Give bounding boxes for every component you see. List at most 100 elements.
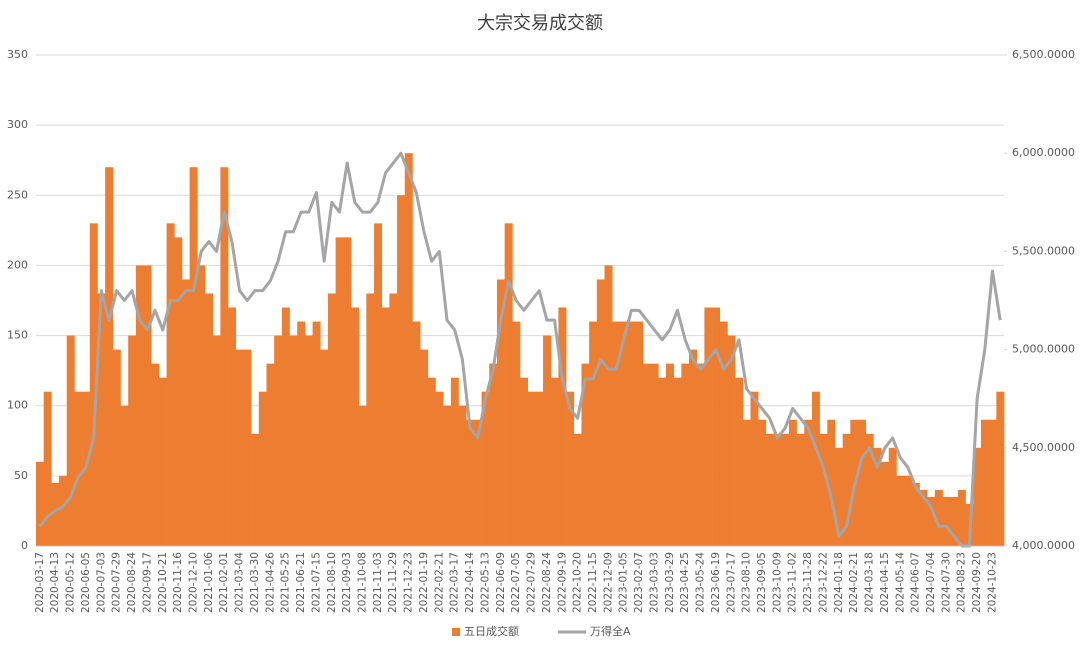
bar (128, 335, 137, 546)
bar (450, 377, 459, 546)
bar (911, 482, 920, 546)
bar (251, 433, 260, 546)
x-tick-label: 2024-07-04 (925, 552, 937, 613)
bar (673, 377, 682, 546)
x-tick-label: 2021-01-06 (203, 552, 215, 613)
x-tick-label: 2022-06-09 (495, 552, 507, 613)
x-tick-label: 2022-08-24 (541, 552, 553, 613)
bar (973, 447, 982, 546)
x-tick-label: 2021-12-23 (403, 552, 415, 613)
x-tick-label: 2024-01-18 (833, 552, 845, 613)
y2-tick-label: 6,000.0000 (1012, 146, 1075, 159)
x-tick-label: 2020-06-05 (80, 552, 92, 613)
bar (266, 363, 275, 546)
bar (804, 419, 813, 546)
bar (942, 496, 951, 546)
bar (473, 419, 482, 546)
x-tick-label: 2024-06-07 (910, 552, 922, 613)
x-tick-label: 2024-03-18 (864, 552, 876, 613)
bar (658, 377, 667, 546)
bar (350, 307, 359, 546)
x-tick-label: 2020-04-13 (49, 552, 61, 613)
x-tick-label: 2023-06-19 (710, 552, 722, 613)
bar (174, 237, 183, 546)
y-tick-label: 100 (7, 399, 28, 412)
bar (381, 307, 390, 546)
bar (366, 293, 375, 546)
x-tick-label: 2023-02-07 (633, 552, 645, 613)
x-tick-label: 2022-10-20 (572, 552, 584, 613)
x-tick-label: 2020-09-17 (141, 552, 153, 613)
x-tick-label: 2022-12-09 (602, 552, 614, 613)
bar (258, 391, 267, 546)
bar (458, 405, 467, 546)
bar (650, 363, 659, 546)
x-tick-label: 2021-03-30 (249, 552, 261, 613)
bar (689, 349, 697, 546)
x-tick-label: 2021-08-10 (326, 552, 338, 613)
bar (781, 433, 790, 546)
x-tick-label: 2021-03-04 (234, 552, 246, 613)
bar (274, 335, 283, 546)
bar (443, 405, 452, 546)
bar (343, 237, 352, 546)
x-tick-label: 2024-02-21 (848, 552, 860, 613)
y2-tick-label: 6,500.0000 (1012, 48, 1075, 61)
y-tick-label: 0 (21, 539, 28, 552)
bar (235, 349, 244, 546)
line (38, 151, 1002, 548)
bar (304, 335, 313, 546)
bar (320, 349, 329, 546)
bar (427, 377, 436, 546)
x-tick-label: 2020-08-24 (126, 552, 138, 613)
bar (750, 391, 759, 546)
x-tick-label: 2024-07-30 (940, 552, 952, 613)
x-tick-label: 2021-10-08 (357, 552, 369, 613)
legend-swatch (452, 628, 460, 636)
x-tick-label: 2023-07-17 (725, 552, 737, 613)
x-tick-label: 2020-03-17 (34, 552, 46, 613)
bar (681, 363, 690, 546)
bar (43, 391, 52, 546)
bar (143, 265, 152, 546)
bar (404, 153, 413, 546)
bar (950, 496, 959, 546)
bar (604, 265, 613, 546)
bar (819, 433, 828, 546)
x-tick-label: 2023-12-22 (817, 552, 829, 613)
bar (573, 433, 582, 546)
bar (412, 321, 421, 546)
bar (888, 447, 897, 546)
bar (312, 321, 321, 546)
bar (934, 489, 943, 546)
x-tick-label: 2023-04-25 (679, 552, 691, 613)
y-tick-label: 150 (7, 329, 28, 342)
bar (712, 307, 721, 546)
bar (397, 195, 406, 547)
x-tick-label: 2020-11-16 (172, 552, 184, 613)
bar (389, 293, 398, 546)
bar (105, 167, 114, 546)
bar (481, 391, 490, 546)
bar (550, 377, 559, 546)
bar (374, 223, 383, 547)
bar (166, 223, 175, 547)
x-tick-label: 2022-02-21 (433, 552, 445, 613)
x-tick-label: 2023-03-03 (648, 552, 660, 613)
bar (120, 405, 129, 546)
bar (543, 335, 552, 546)
bar (788, 419, 797, 546)
bar (89, 223, 98, 547)
bar (51, 482, 60, 546)
x-tick-label: 2021-09-03 (341, 552, 353, 613)
x-tick-label: 2021-07-15 (310, 552, 322, 613)
bar (358, 405, 367, 546)
bar (581, 363, 590, 546)
bar (504, 223, 513, 547)
x-tick-label: 2022-04-14 (464, 552, 476, 613)
chart-title: 大宗交易成交额 (477, 13, 603, 34)
bar (496, 279, 505, 546)
legend-label: 五日成交额 (464, 624, 519, 638)
bar (466, 419, 475, 546)
bar (896, 475, 905, 546)
